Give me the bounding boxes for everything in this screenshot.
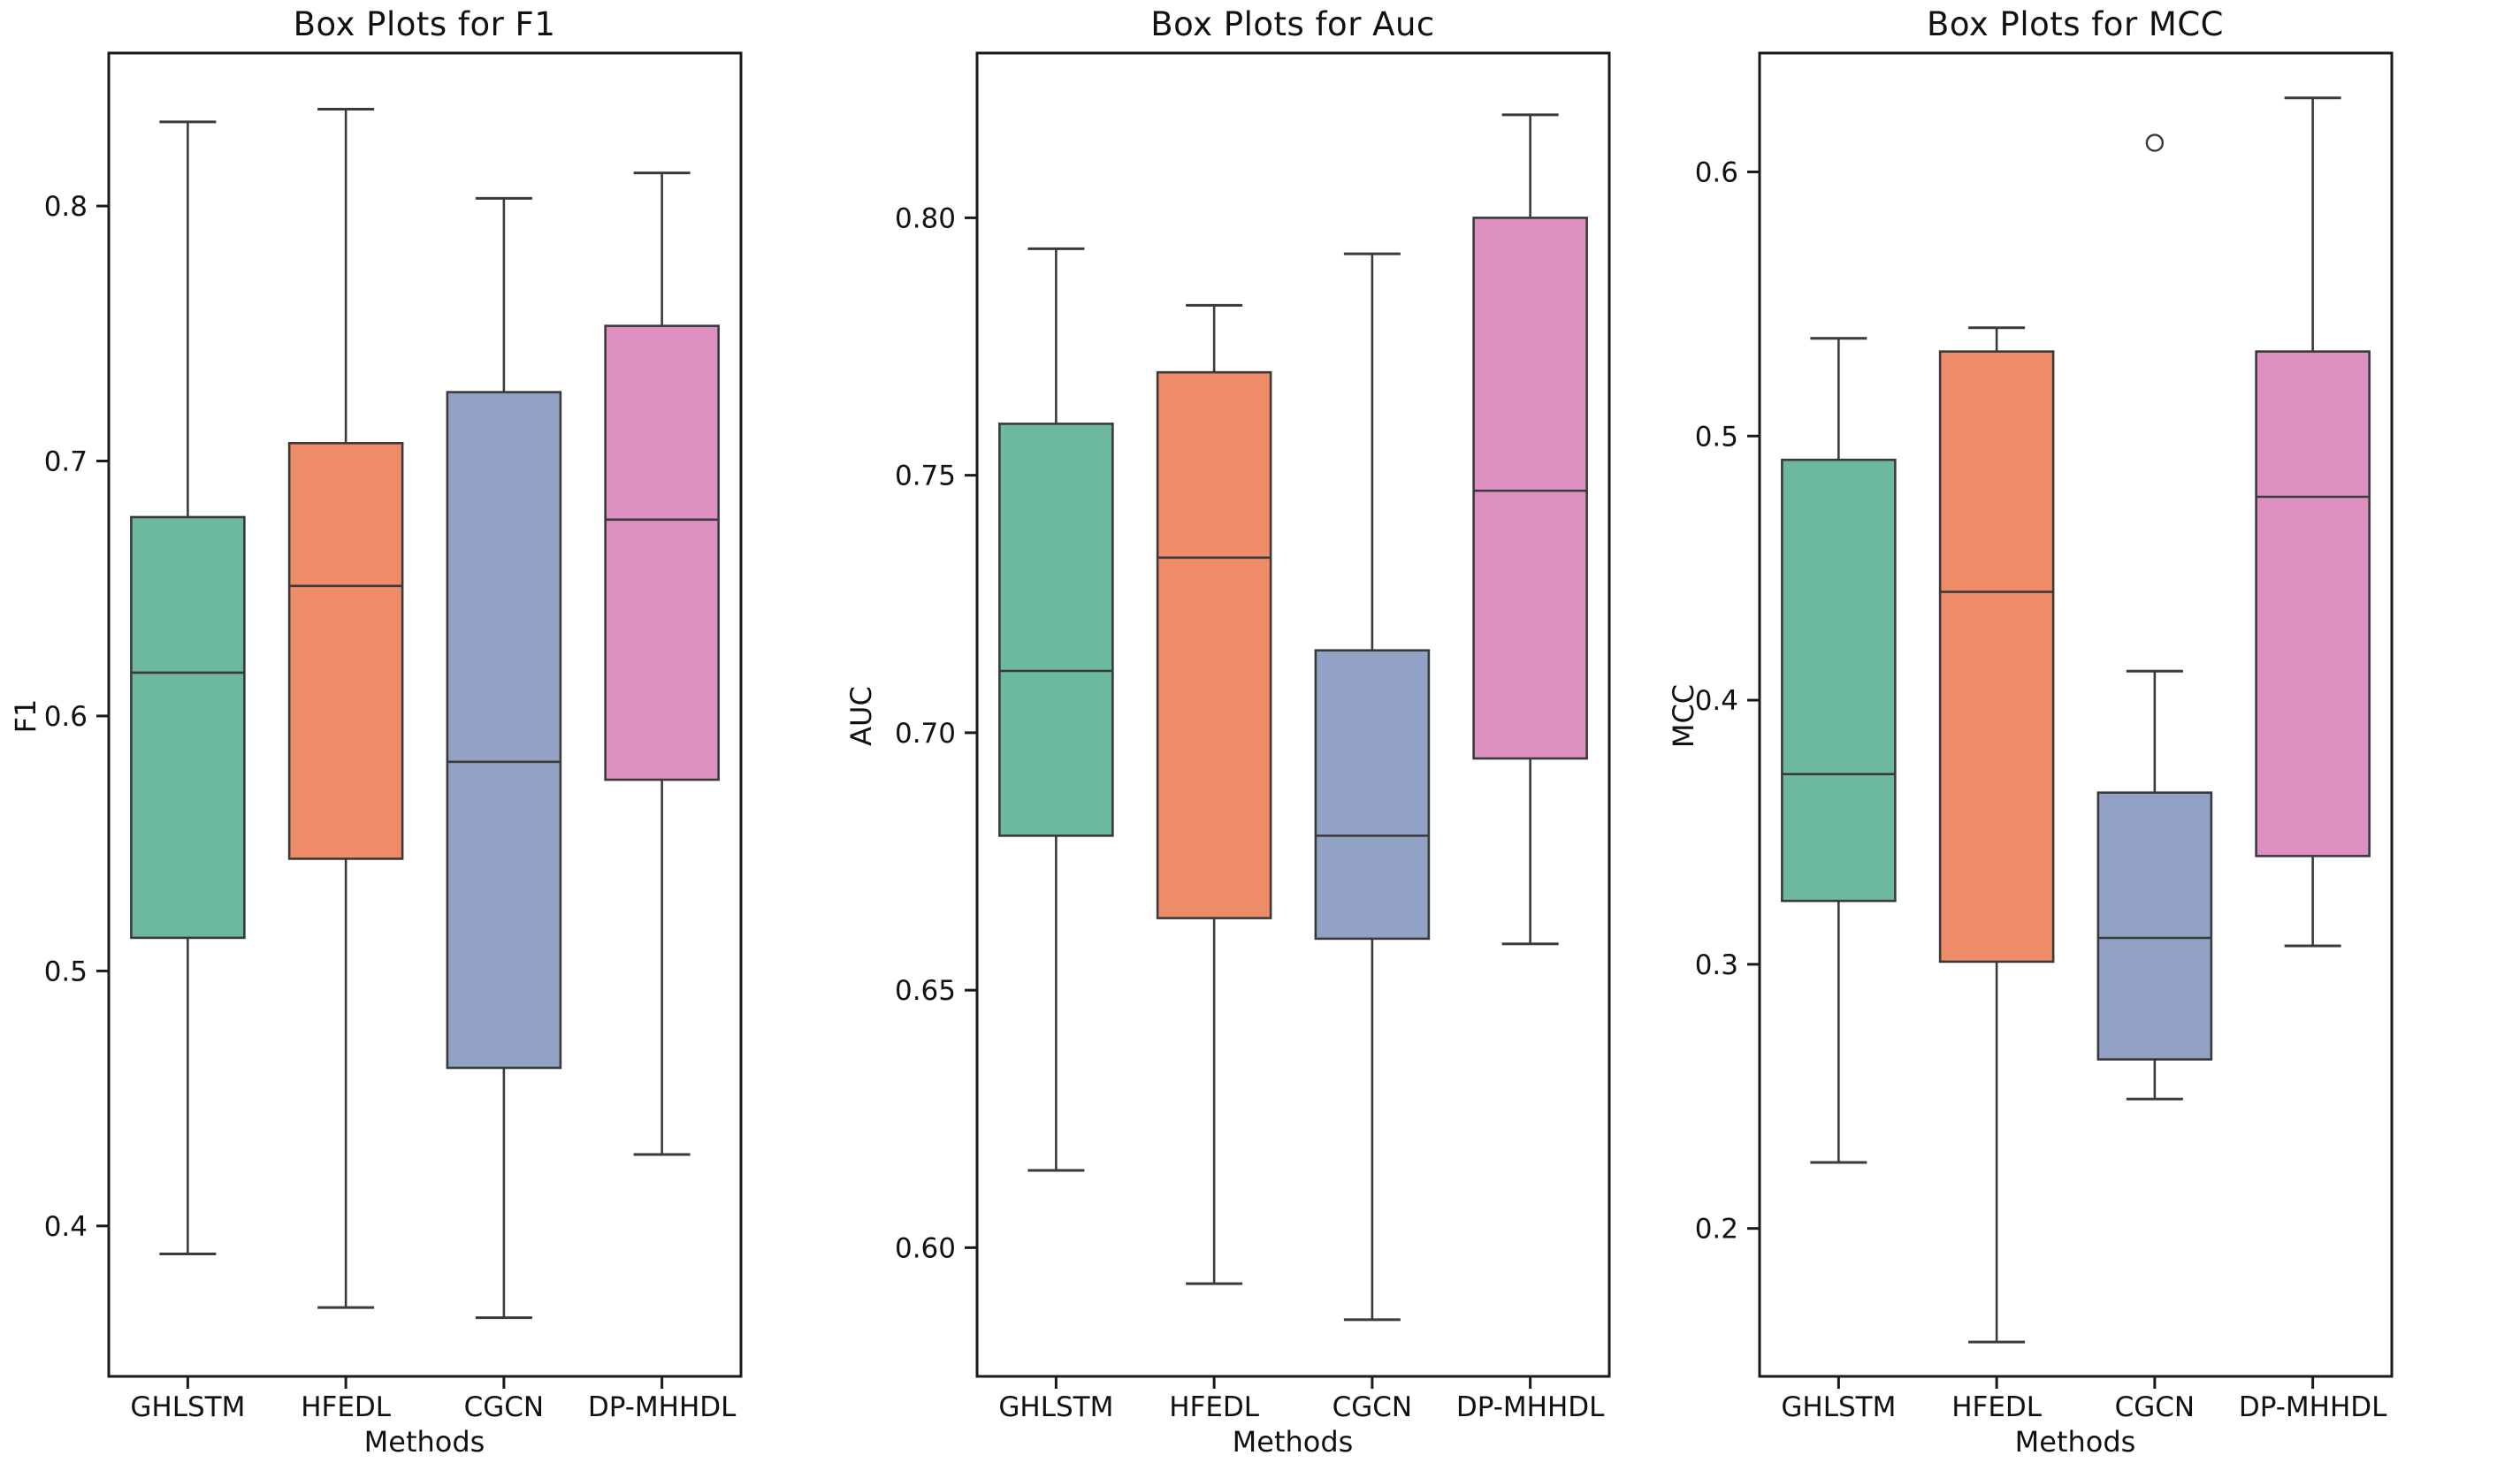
box-DP-MHHDL (2255, 350, 2371, 857)
plot-title-mcc: Box Plots for MCC (1926, 5, 2225, 43)
x-tick-label-CGCN: CGCN (2115, 1391, 2195, 1423)
x-tick-label-GHLSTM: GHLSTM (130, 1391, 245, 1423)
y-tick-label: 0.65 (895, 975, 956, 1007)
x-tick-label-DP-MHHDL: DP-MHHDL (588, 1391, 737, 1423)
y-tick-label: 0.8 (44, 191, 88, 223)
y-tick-label: 0.75 (895, 461, 956, 492)
x-tick-label-HFEDL: HFEDL (301, 1391, 392, 1423)
box-HFEDL (1156, 370, 1272, 919)
y-axis-label-mcc: MCC (1667, 683, 1700, 749)
y-tick-label: 0.70 (895, 718, 956, 750)
y-axis-label-f1: F1 (9, 698, 42, 734)
x-axis-label-f1: Methods (363, 1425, 485, 1459)
y-tick-label: 0.4 (1695, 685, 1738, 717)
box-GHLSTM (1781, 458, 1897, 903)
x-tick-label-CGCN: CGCN (464, 1391, 545, 1423)
x-tick-label-CGCN: CGCN (1333, 1391, 1413, 1423)
plot-title-auc: Box Plots for Auc (1150, 5, 1435, 43)
y-tick-label: 0.5 (44, 956, 88, 987)
y-tick-label: 0.4 (44, 1211, 88, 1243)
y-tick-label: 0.80 (895, 202, 956, 234)
y-tick-label: 0.6 (44, 701, 88, 733)
x-tick-label-GHLSTM: GHLSTM (998, 1391, 1113, 1423)
plot-title-f1: Box Plots for F1 (293, 5, 556, 43)
box-CGCN (446, 391, 562, 1070)
box-CGCN (2096, 791, 2213, 1061)
box-HFEDL (287, 442, 404, 860)
box-GHLSTM (998, 423, 1114, 837)
y-tick-label: 0.3 (1695, 949, 1738, 981)
y-tick-label: 0.7 (44, 446, 88, 478)
y-tick-label: 0.2 (1695, 1214, 1738, 1246)
box-HFEDL (1938, 350, 2055, 964)
x-tick-label-DP-MHHDL: DP-MHHDL (1456, 1391, 1605, 1423)
box-DP-MHHDL (1472, 217, 1588, 760)
y-axis-label-auc: AUC (844, 686, 878, 746)
y-tick-label: 0.5 (1695, 421, 1738, 453)
y-tick-label: 0.60 (895, 1232, 956, 1264)
x-axis-label-mcc: Methods (2014, 1425, 2136, 1459)
x-tick-label-HFEDL: HFEDL (1951, 1391, 2043, 1423)
box-DP-MHHDL (604, 324, 720, 781)
y-tick-label: 0.6 (1695, 156, 1738, 188)
outlier-marker (2145, 133, 2165, 152)
x-tick-label-GHLSTM: GHLSTM (1781, 1391, 1896, 1423)
x-tick-label-HFEDL: HFEDL (1169, 1391, 1260, 1423)
x-axis-label-auc: Methods (1232, 1425, 1354, 1459)
x-tick-label-DP-MHHDL: DP-MHHDL (2239, 1391, 2387, 1423)
box-GHLSTM (130, 515, 246, 940)
box-CGCN (1314, 649, 1431, 941)
